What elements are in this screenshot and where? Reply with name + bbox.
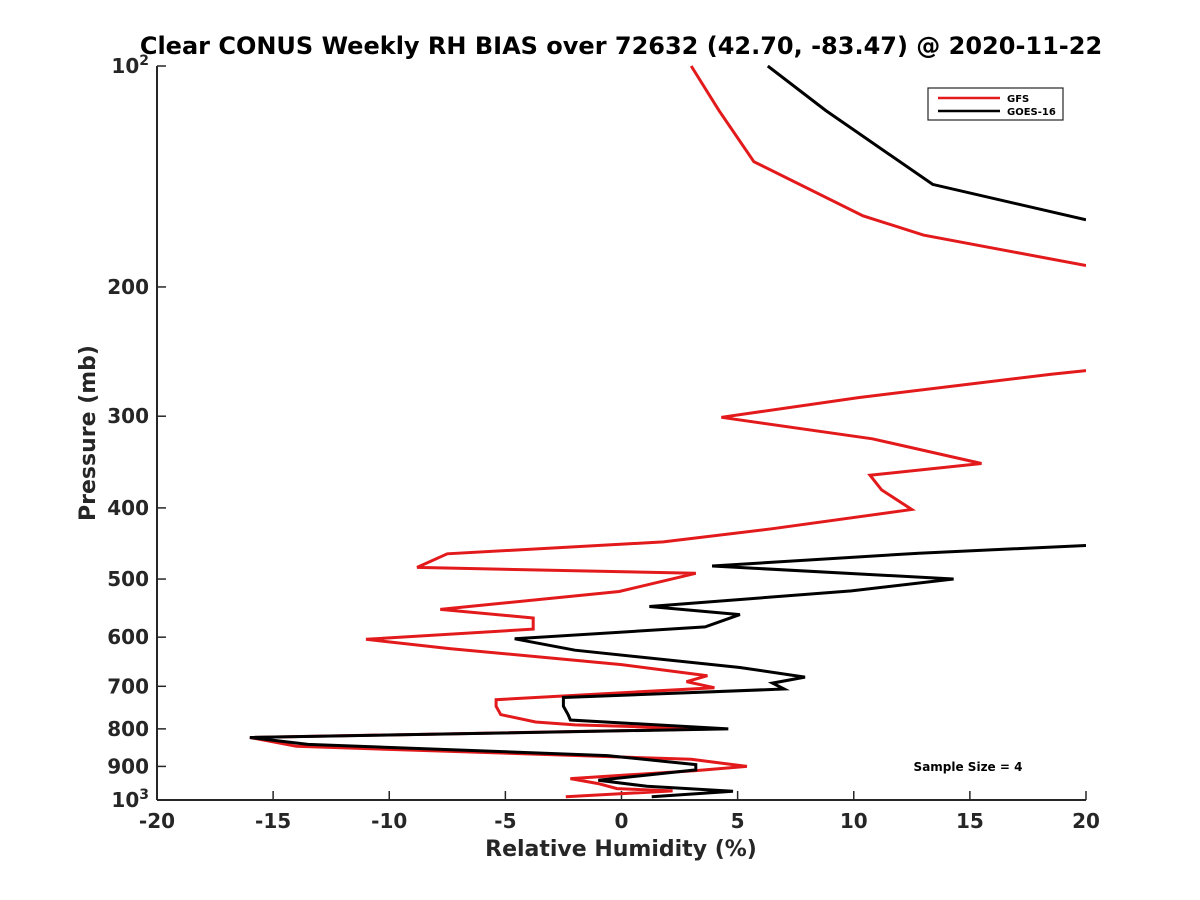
x-tick-label: -15 bbox=[255, 809, 291, 833]
y-tick-label: 500 bbox=[107, 567, 149, 591]
x-tick-label: 15 bbox=[956, 809, 984, 833]
legend-label-goes16: GOES-16 bbox=[1007, 107, 1056, 118]
legend-label-gfs: GFS bbox=[1007, 94, 1029, 105]
y-tick-label: 900 bbox=[107, 754, 149, 778]
series-goes-16 bbox=[249, 65, 1086, 799]
y-tick-label: 400 bbox=[107, 496, 149, 520]
axes: -20 -15 -10 -5 0 5 10 15 20 102 200 300 400 500 600 700… bbox=[107, 53, 1100, 833]
legend: GFS GOES-16 bbox=[927, 87, 1064, 121]
x-axis-label: Relative Humidity (%) bbox=[485, 837, 757, 862]
y-tick-label: 800 bbox=[107, 717, 149, 741]
series-gfs bbox=[249, 65, 1086, 799]
legend-box bbox=[927, 87, 1064, 121]
sample-size-annotation: Sample Size = 4 bbox=[914, 760, 1023, 774]
x-tick-label: -10 bbox=[371, 809, 407, 833]
y-tick-label: 103 bbox=[111, 787, 149, 812]
x-tick-label: 0 bbox=[615, 809, 629, 833]
x-tick-label: 20 bbox=[1072, 809, 1100, 833]
chart-title: Clear CONUS Weekly RH BIAS over 72632 (4… bbox=[140, 32, 1102, 60]
y-axis-label: Pressure (mb) bbox=[76, 345, 101, 521]
y-tick-label: 200 bbox=[107, 275, 149, 299]
x-tick-label: -20 bbox=[139, 809, 175, 833]
series-line bbox=[249, 65, 1086, 799]
series-line bbox=[249, 65, 1086, 799]
y-tick-label: 600 bbox=[107, 625, 149, 649]
y-tick-label: 300 bbox=[107, 404, 149, 428]
y-tick-label: 700 bbox=[107, 674, 149, 698]
series-layer bbox=[249, 65, 1086, 799]
x-tick-label: -5 bbox=[494, 809, 516, 833]
x-tick-label: 5 bbox=[731, 809, 745, 833]
y-tick-label: 102 bbox=[111, 53, 149, 78]
x-tick-label: 10 bbox=[840, 809, 868, 833]
